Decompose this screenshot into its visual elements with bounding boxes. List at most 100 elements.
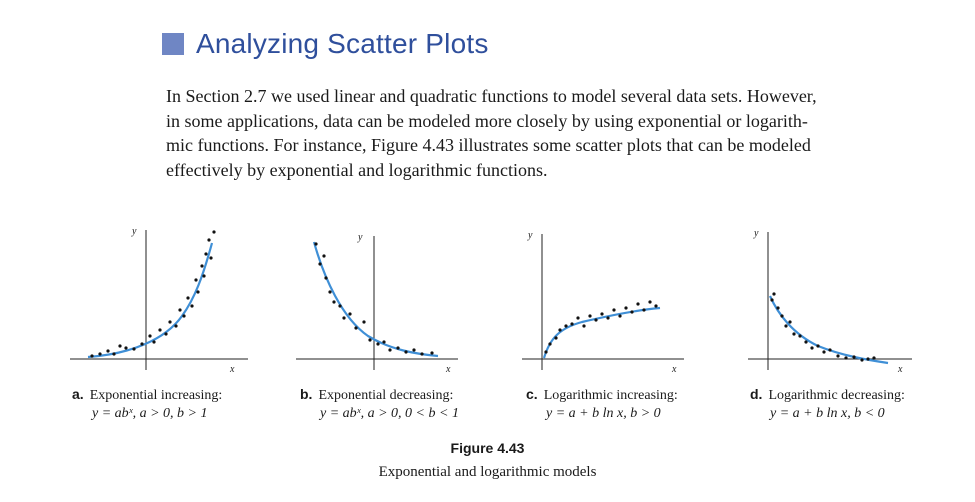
data-point bbox=[118, 344, 122, 348]
data-point bbox=[564, 324, 568, 328]
data-point bbox=[190, 304, 194, 308]
data-point bbox=[90, 354, 94, 358]
data-point bbox=[544, 350, 548, 354]
data-point bbox=[368, 338, 372, 342]
panel-letter: a. bbox=[72, 386, 84, 402]
panel-caption-d: d. Logarithmic decreasing: y = a + b ln x… bbox=[750, 386, 905, 422]
data-point bbox=[168, 320, 172, 324]
panel-name: Logarithmic increasing: bbox=[543, 388, 678, 403]
data-point bbox=[792, 332, 796, 336]
data-point bbox=[348, 312, 352, 316]
paragraph-line: mic functions. For instance, Figure 4.43… bbox=[166, 135, 811, 155]
data-point bbox=[770, 298, 774, 302]
data-point bbox=[594, 318, 598, 322]
data-point bbox=[212, 230, 216, 234]
panel-caption-b: b. Exponential decreasing: y = abˣ, a > 0… bbox=[300, 386, 459, 422]
data-point bbox=[798, 334, 802, 338]
data-point bbox=[382, 340, 386, 344]
data-point bbox=[186, 296, 190, 300]
data-point bbox=[420, 352, 424, 356]
data-point bbox=[354, 326, 358, 330]
panel-formula: y = a + b ln x, b < 0 bbox=[770, 406, 885, 421]
data-point bbox=[412, 348, 416, 352]
data-point bbox=[548, 342, 552, 346]
data-point bbox=[314, 242, 318, 246]
data-point bbox=[642, 308, 646, 312]
data-point bbox=[844, 356, 848, 360]
data-point bbox=[202, 274, 206, 278]
data-point bbox=[194, 278, 198, 282]
body-paragraph: In Section 2.7 we used linear and quadra… bbox=[166, 84, 946, 182]
data-point bbox=[132, 347, 136, 351]
section-heading: Analyzing Scatter Plots bbox=[162, 28, 489, 60]
panel-caption-a: a. Exponential increasing: y = abˣ, a > 0… bbox=[72, 386, 222, 422]
model-curve bbox=[768, 295, 889, 365]
scatter-plot-exp-increasing: x y bbox=[70, 218, 270, 378]
paragraph-line: In Section 2.7 we used linear and quadra… bbox=[166, 86, 817, 106]
data-point bbox=[618, 314, 622, 318]
data-point bbox=[338, 304, 342, 308]
data-point bbox=[630, 310, 634, 314]
data-point bbox=[98, 352, 102, 356]
data-point bbox=[174, 324, 178, 328]
data-point bbox=[624, 306, 628, 310]
data-point bbox=[106, 349, 110, 353]
x-axis-label: x bbox=[671, 364, 677, 375]
model-curve bbox=[312, 241, 439, 358]
data-point bbox=[342, 316, 346, 320]
data-point bbox=[866, 357, 870, 361]
data-point bbox=[776, 306, 780, 310]
data-points bbox=[544, 300, 658, 354]
data-point bbox=[324, 276, 328, 280]
scatter-plot-log-increasing: x y bbox=[522, 218, 722, 378]
data-point bbox=[780, 314, 784, 318]
data-point bbox=[430, 351, 434, 355]
data-point bbox=[178, 308, 182, 312]
panel-name: Exponential decreasing: bbox=[318, 388, 454, 403]
data-point bbox=[606, 316, 610, 320]
panel-name: Exponential increasing: bbox=[89, 388, 223, 403]
data-point bbox=[140, 342, 144, 346]
panel-name: Logarithmic decreasing: bbox=[768, 388, 905, 403]
data-point bbox=[600, 312, 604, 316]
data-points bbox=[90, 230, 216, 358]
data-point bbox=[322, 254, 326, 258]
data-point bbox=[636, 302, 640, 306]
y-axis-label: y bbox=[753, 228, 759, 239]
panel-letter: b. bbox=[300, 386, 313, 402]
data-point bbox=[396, 346, 400, 350]
data-points bbox=[314, 242, 434, 356]
data-point bbox=[209, 256, 213, 260]
figure-number: Figure 4.43 bbox=[450, 440, 525, 456]
scatter-plot-svg: x y bbox=[70, 226, 248, 375]
scatter-plot-exp-decreasing: x y bbox=[296, 218, 496, 378]
section-title: Analyzing Scatter Plots bbox=[196, 28, 489, 59]
paragraph-line: effectively by exponential and logarithm… bbox=[166, 159, 548, 180]
x-axis-label: x bbox=[445, 364, 451, 375]
data-point bbox=[816, 344, 820, 348]
panel-caption-c: c. Logarithmic increasing: y = a + b ln x… bbox=[526, 386, 678, 422]
data-point bbox=[828, 348, 832, 352]
panel-formula: y = abˣ, a > 0, 0 < b < 1 bbox=[320, 406, 459, 421]
panel-letter: d. bbox=[750, 386, 763, 402]
data-point bbox=[207, 238, 211, 242]
data-points bbox=[770, 292, 876, 362]
paragraph-line: in some applications, data can be modele… bbox=[166, 110, 808, 131]
data-point bbox=[804, 340, 808, 344]
data-point bbox=[860, 358, 864, 362]
data-point bbox=[200, 264, 204, 268]
y-axis-label: y bbox=[357, 232, 363, 243]
scatter-plot-log-decreasing: x y bbox=[748, 218, 948, 378]
data-point bbox=[554, 336, 558, 340]
data-point bbox=[152, 340, 156, 344]
panel-formula: y = abˣ, a > 0, b > 1 bbox=[92, 406, 208, 421]
data-point bbox=[570, 322, 574, 326]
data-point bbox=[612, 308, 616, 312]
data-point bbox=[148, 334, 152, 338]
data-point bbox=[582, 324, 586, 328]
data-point bbox=[788, 320, 792, 324]
data-point bbox=[164, 332, 168, 336]
data-point bbox=[822, 350, 826, 354]
scatter-plot-svg: x y bbox=[522, 230, 684, 375]
data-point bbox=[654, 304, 658, 308]
